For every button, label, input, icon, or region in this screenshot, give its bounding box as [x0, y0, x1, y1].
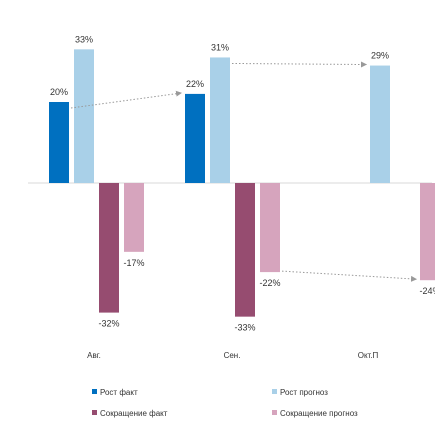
bar: [124, 183, 144, 252]
bar: [235, 183, 255, 317]
trend-arrow: [70, 90, 183, 109]
data-label: 31%: [211, 42, 229, 52]
trend-arrow: [281, 270, 418, 282]
bar: [74, 49, 94, 183]
legend-entry: Сокращение факт: [100, 409, 168, 418]
bar: [99, 183, 119, 313]
legend-swatch: [92, 410, 97, 415]
bar: [49, 102, 69, 183]
legend-entry: Рост факт: [100, 388, 138, 397]
legend-swatch: [272, 410, 277, 415]
data-label: -32%: [98, 319, 119, 329]
bar: [210, 57, 230, 184]
legend-entry: Рост прогноз: [280, 388, 328, 397]
category-label: Окт.П: [358, 351, 379, 360]
data-label: 29%: [371, 51, 389, 61]
data-label: 20%: [50, 87, 68, 97]
legend-swatch: [92, 389, 97, 394]
legend-entry: Сокращение прогноз: [280, 409, 358, 418]
data-label: -22%: [259, 278, 280, 288]
category-label: Авг.: [87, 351, 101, 360]
bar: [185, 93, 205, 183]
data-label: 33%: [75, 34, 93, 44]
data-label: -17%: [123, 258, 144, 268]
data-label: 22%: [186, 79, 204, 89]
bar: [420, 183, 435, 281]
data-label: -24%: [419, 286, 435, 296]
bar: [260, 183, 280, 273]
category-label: Сен.: [224, 351, 241, 360]
bar: [370, 65, 390, 183]
legend-swatch: [272, 389, 277, 394]
trend-arrow: [231, 61, 368, 68]
data-label: -33%: [234, 323, 255, 333]
